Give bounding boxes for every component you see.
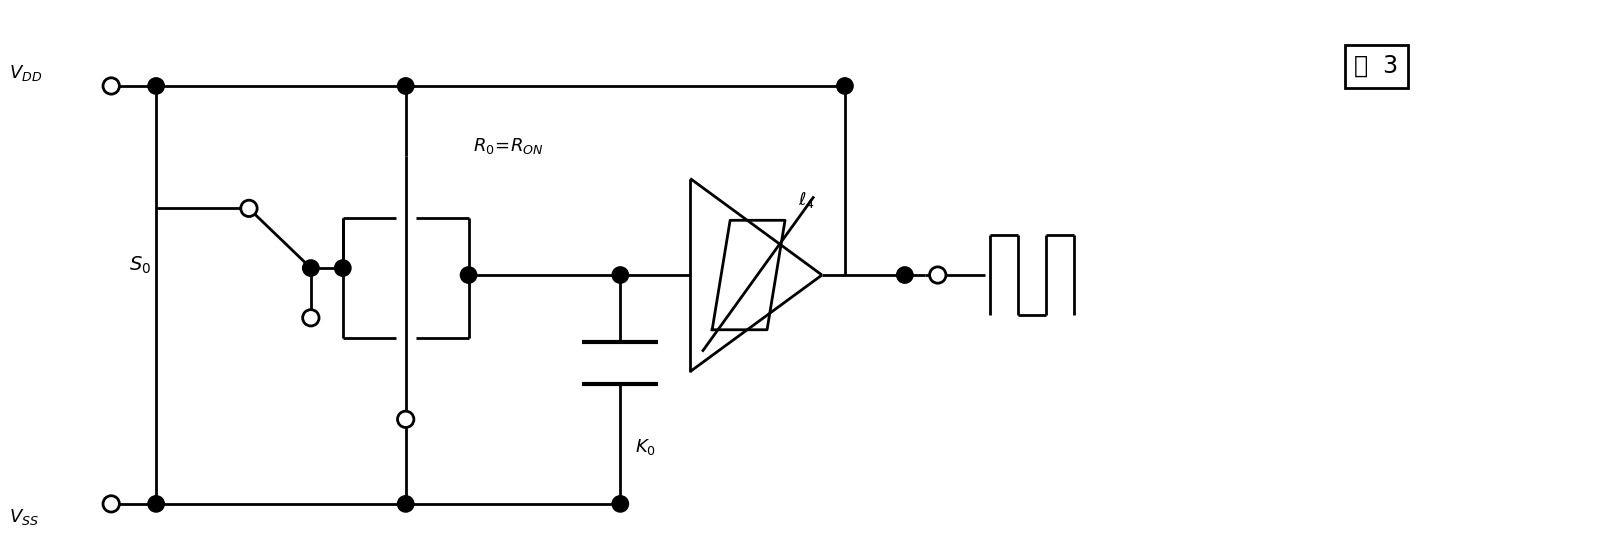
Circle shape — [398, 411, 414, 427]
Circle shape — [103, 78, 119, 94]
Text: $K_0$: $K_0$ — [636, 437, 656, 457]
Circle shape — [612, 267, 629, 283]
Circle shape — [303, 260, 319, 276]
Circle shape — [241, 200, 257, 217]
Circle shape — [929, 267, 945, 283]
Circle shape — [148, 78, 164, 94]
Circle shape — [398, 496, 414, 512]
Circle shape — [148, 496, 164, 512]
Text: $V_{SS}$: $V_{SS}$ — [10, 507, 39, 527]
Circle shape — [461, 267, 477, 283]
Circle shape — [897, 267, 913, 283]
Circle shape — [103, 496, 119, 512]
Circle shape — [303, 310, 319, 326]
Text: $V_{DD}$: $V_{DD}$ — [10, 63, 42, 83]
Text: $S_0$: $S_0$ — [128, 254, 151, 276]
Circle shape — [398, 78, 414, 94]
Circle shape — [836, 78, 854, 94]
Circle shape — [612, 496, 629, 512]
Circle shape — [334, 260, 351, 276]
Text: $R_0\!=\!R_{ON}$: $R_0\!=\!R_{ON}$ — [472, 136, 544, 156]
Text: $\ell_4$: $\ell_4$ — [798, 190, 815, 211]
Text: 图  3: 图 3 — [1355, 54, 1398, 78]
